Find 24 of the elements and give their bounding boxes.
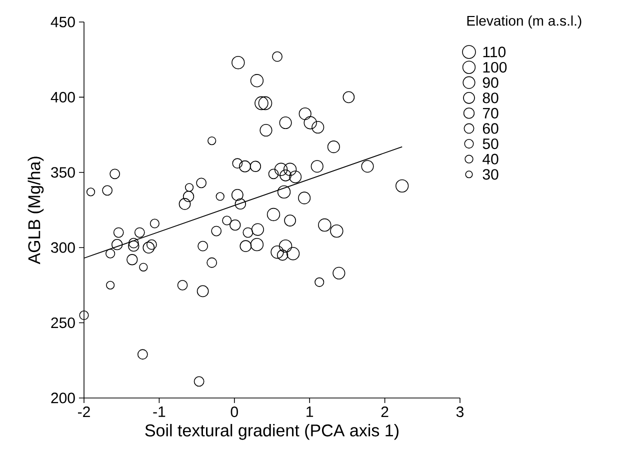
legend-label: 30 [482,169,498,180]
x-tick-label: 1 [306,406,314,417]
y-tick-label: 250 [51,317,75,328]
x-axis-title: Soil textural gradient (PCA axis 1) [145,424,398,440]
legend-label: 40 [482,154,498,164]
legend-label: 100 [483,62,507,73]
x-tick-label: 3 [456,406,464,418]
legend-label: 60 [482,123,498,134]
legend-label: 70 [482,108,498,118]
y-tick-label: 450 [50,16,75,28]
y-tick-label: 400 [50,92,75,102]
y-tick-label: 300 [51,242,75,253]
y-tick-label: 350 [51,167,75,178]
x-tick-label: 0 [230,406,238,418]
legend-label: 110 [483,46,506,58]
legend-label: 50 [482,138,498,150]
x-tick-label: -2 [78,406,90,417]
x-tick-label: -1 [153,406,166,417]
legend-label: 90 [482,77,498,88]
y-tick-label: 200 [51,392,75,404]
legend-title: Elevation (m a.s.l.) [467,15,582,29]
legend-label: 80 [482,92,498,104]
x-tick-label: 2 [381,406,388,417]
y-axis-title: AGLB (Mg/ha) [28,156,44,264]
